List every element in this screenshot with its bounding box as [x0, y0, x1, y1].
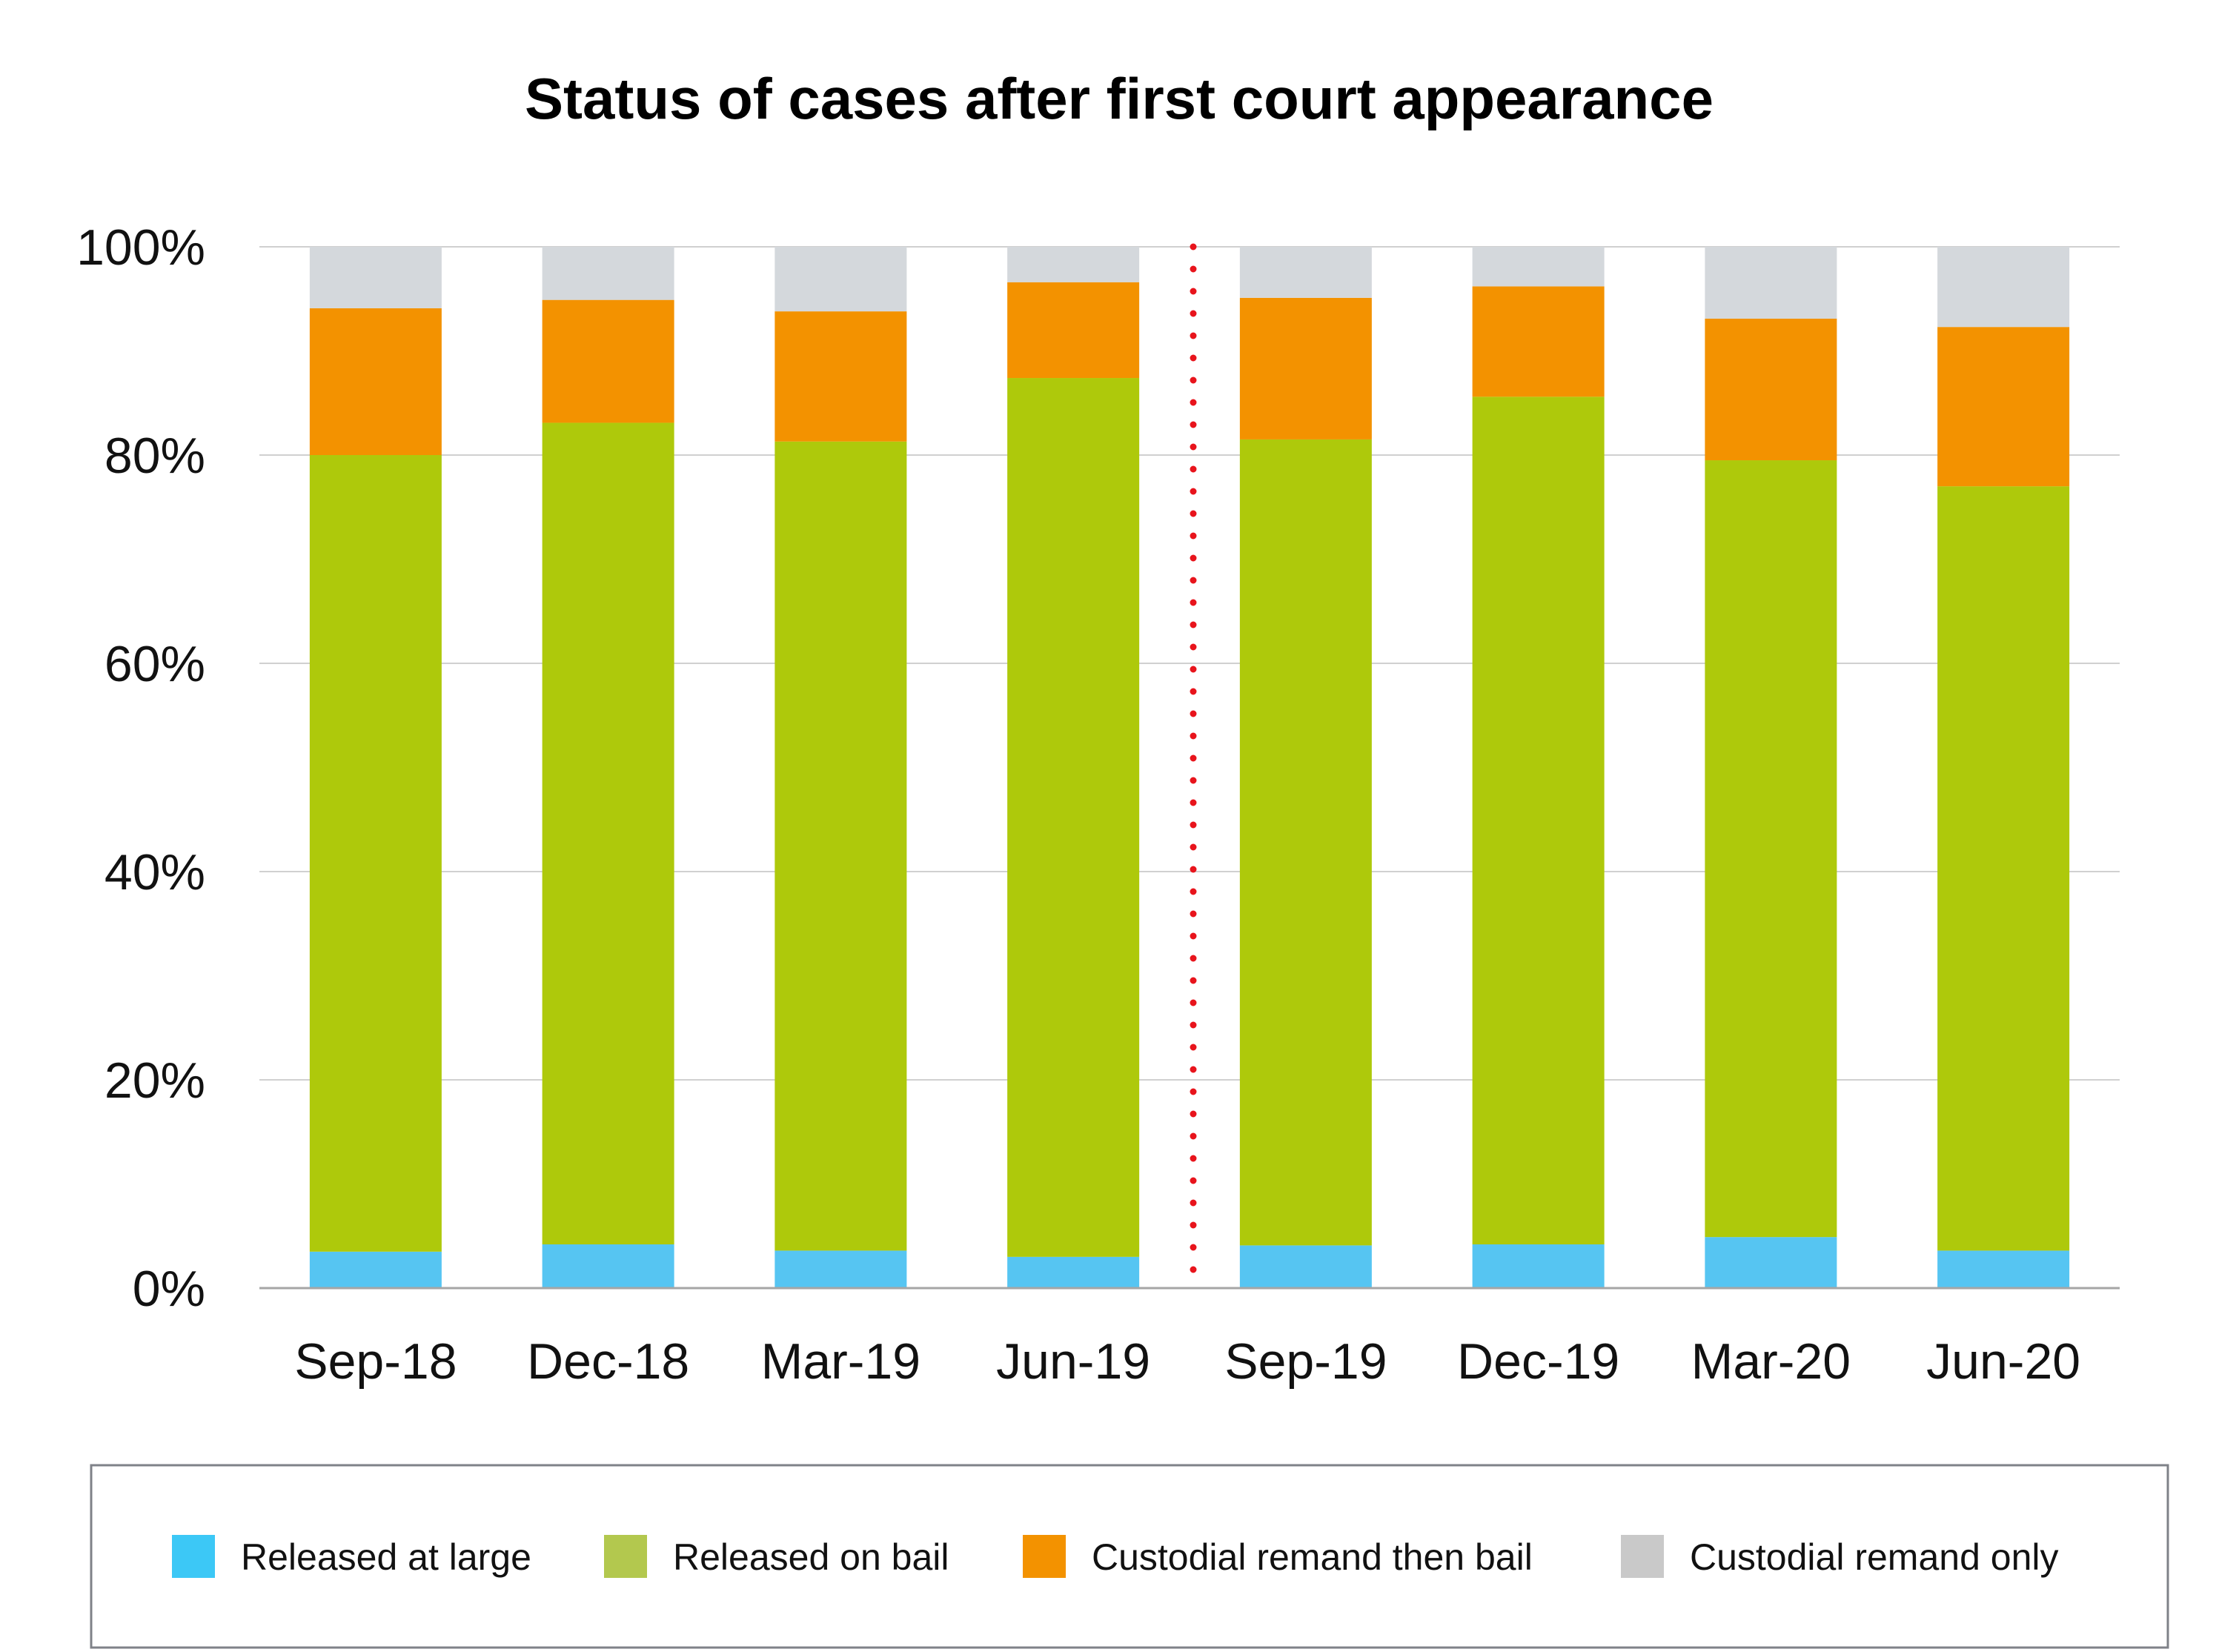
chart-title: Status of cases after first court appear…: [525, 66, 1714, 131]
bar-segment: [1007, 247, 1140, 282]
bar-segment: [1937, 247, 2070, 328]
y-tick-label: 40%: [105, 844, 205, 900]
x-tick-label: Dec-18: [527, 1333, 689, 1390]
bar-segment: [1239, 247, 1372, 298]
legend-swatch: [1023, 1535, 1066, 1578]
bar-segment: [774, 441, 907, 1251]
x-tick-label: Dec-19: [1457, 1333, 1619, 1390]
bar-segment: [774, 1250, 907, 1288]
bar-segment: [1007, 282, 1140, 379]
bar-segment: [1472, 1244, 1605, 1288]
bar-segment: [1705, 318, 1837, 461]
legend-label: Custodial remand only: [1690, 1536, 2059, 1578]
x-tick-label: Mar-20: [1691, 1333, 1851, 1390]
y-tick-label: 20%: [105, 1052, 205, 1109]
legend-label: Custodial remand then bail: [1092, 1536, 1533, 1578]
legend: Released at large Released on bail Custodi…: [90, 1464, 2169, 1649]
bar-segment: [309, 455, 442, 1252]
bar-segment: [1472, 397, 1605, 1244]
legend-label: Released on bail: [673, 1536, 949, 1578]
bar-segment: [1937, 1250, 2070, 1288]
x-tick-label: Sep-19: [1224, 1333, 1387, 1390]
y-tick-label: 100%: [76, 219, 205, 276]
legend-box: [90, 1464, 2169, 1649]
bar-segment: [1239, 1245, 1372, 1288]
x-tick-label: Jun-19: [996, 1333, 1150, 1390]
bar-segment: [774, 247, 907, 312]
bar-segment: [1239, 439, 1372, 1246]
legend-swatch: [1621, 1535, 1664, 1578]
gridlines: [259, 246, 2120, 1081]
bar-segment: [309, 247, 442, 308]
y-tick-label: 80%: [105, 428, 205, 484]
legend-swatch: [172, 1535, 215, 1578]
bar-segment: [1937, 327, 2070, 487]
legend-label: Released at large: [241, 1536, 531, 1578]
bar-segment: [1705, 1237, 1837, 1288]
bar-segment: [774, 311, 907, 442]
bar-segment: [1239, 297, 1372, 439]
bar-segment: [542, 247, 674, 300]
y-tick-label: 60%: [105, 636, 205, 692]
bar-segment: [1472, 247, 1605, 287]
bar-segment: [1937, 486, 2070, 1251]
legend-swatch: [604, 1535, 647, 1578]
bar-segment: [1705, 247, 1837, 319]
x-tick-label: Jun-20: [1926, 1333, 2080, 1390]
bar-segment: [309, 1251, 442, 1288]
bar-segment: [542, 1244, 674, 1288]
bar-segment: [1705, 460, 1837, 1238]
axes: 0% 20% 40% 60% 80% 100% Sep-18 Dec-18 Mar-19 Jun-…: [76, 219, 2120, 1390]
bar-segment: [1007, 1256, 1140, 1288]
bars: [309, 247, 2070, 1288]
bar-segment: [542, 299, 674, 423]
y-tick-label: 0%: [133, 1261, 205, 1317]
bar-segment: [1007, 378, 1140, 1257]
x-tick-label: Mar-19: [761, 1333, 921, 1390]
x-tick-label: Sep-18: [294, 1333, 457, 1390]
bar-segment: [1472, 286, 1605, 397]
bar-segment: [309, 308, 442, 455]
bar-segment: [542, 422, 674, 1244]
